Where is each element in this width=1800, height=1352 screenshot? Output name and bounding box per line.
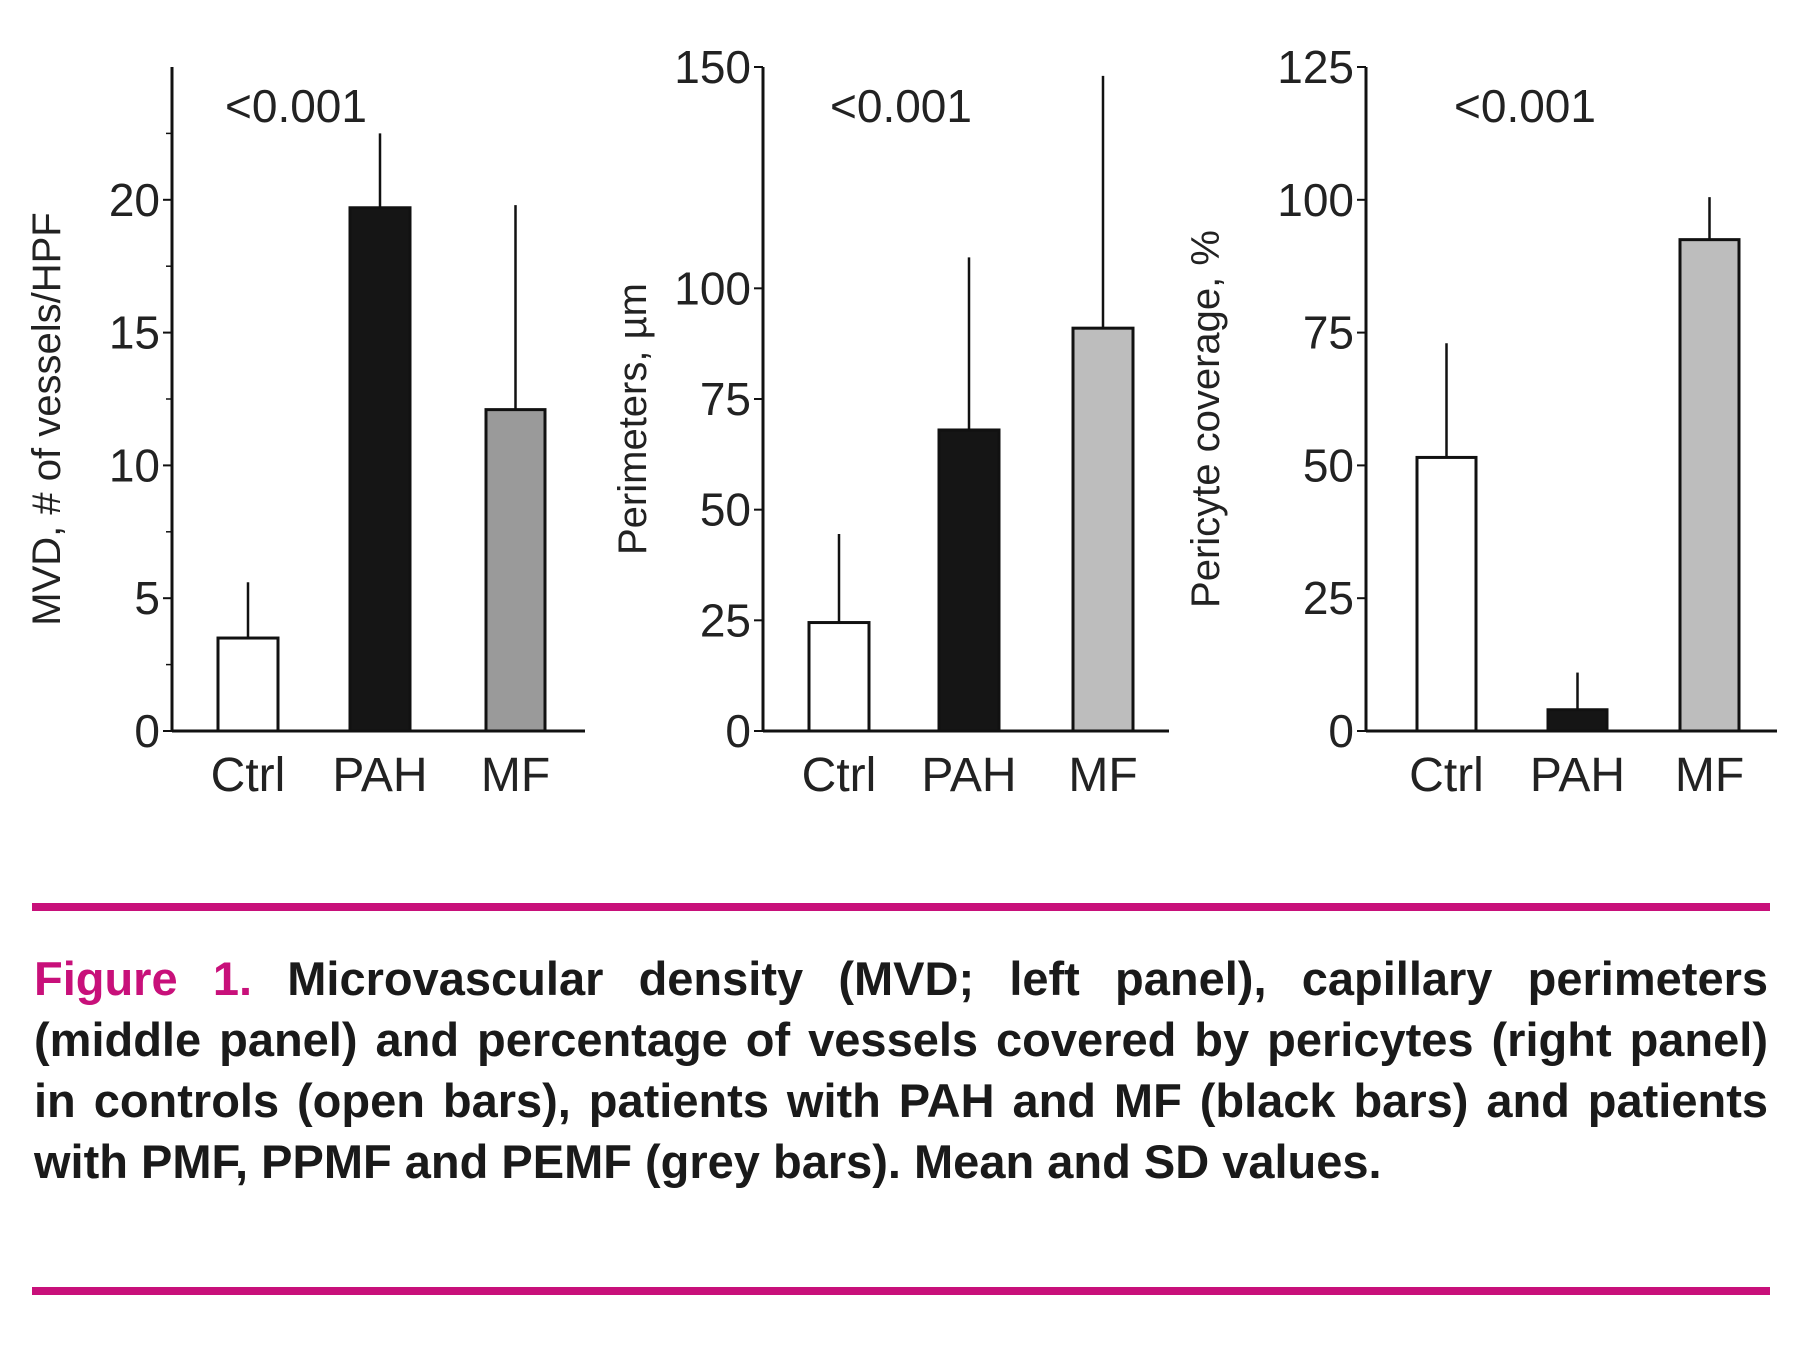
panel-2: 0 25 50 75 100 150 Ctrl PAH MF <0.001 Perimeters, … [611,41,1169,802]
category-label: PAH [1530,749,1625,802]
bar-mf [1071,326,1135,733]
bar-pah [348,206,412,733]
category-label: Ctrl [1409,749,1484,802]
y-tick-label: 25 [1303,572,1354,624]
y-tick-label: 150 [674,41,751,93]
y-tick-label: 100 [1277,174,1354,226]
y-axis-label: Pericyte coverage, % [1184,230,1228,608]
y-tick-label: 10 [109,439,160,491]
category-label: PAH [332,749,427,802]
bar-ctrl [216,636,280,733]
category-label: PAH [921,749,1016,802]
y-tick-label: 0 [134,705,160,757]
figure-label: Figure 1. [34,952,253,1005]
caption-top-rule [32,903,1770,911]
category-label: MF [1675,749,1744,802]
y-tick-label: 50 [700,484,751,536]
category-label: Ctrl [211,749,286,802]
figure-caption: Figure 1. Microvascular density (MVD; le… [34,948,1768,1192]
panel-1: 0 5 10 15 20 Ctrl PAH MF <0.001 MVD, # of vessels… [25,67,585,802]
caption-bottom-rule [32,1287,1770,1295]
y-axis-label: Perimeters, µm [611,283,655,555]
y-tick-label: 75 [700,373,751,425]
bar-ctrl [807,621,871,733]
category-label: Ctrl [802,749,877,802]
y-tick-label: 15 [109,307,160,359]
category-label: MF [481,749,550,802]
figure-charts: 0 5 10 15 20 Ctrl PAH MF <0.001 MVD, # of vessels… [25,41,1777,802]
y-tick-label: 50 [1303,439,1354,491]
panel-3: 0 25 50 75 100 125 Ctrl PAH MF <0.001 Pericyte cov… [1184,41,1777,802]
bar-ctrl [1415,455,1478,733]
y-tick-label: 100 [674,262,751,314]
y-tick-label: 0 [725,705,751,757]
p-value-annotation: <0.001 [830,80,972,132]
caption-text: Microvascular density (MVD; left panel),… [34,952,1769,1188]
y-tick-label: 75 [1303,307,1354,359]
p-value-annotation: <0.001 [1454,80,1596,132]
y-tick-label: 20 [109,174,160,226]
y-axis-label: MVD, # of vessels/HPF [25,212,69,625]
bar-mf [484,408,547,733]
y-tick-label: 125 [1277,41,1354,93]
p-value-annotation: <0.001 [225,80,367,132]
bar-mf [1678,238,1741,733]
bar-pah [937,428,1001,733]
bar-pah [1546,708,1609,733]
y-tick-label: 5 [134,572,160,624]
y-tick-label: 0 [1328,705,1354,757]
category-label: MF [1068,749,1137,802]
y-tick-label: 25 [700,594,751,646]
